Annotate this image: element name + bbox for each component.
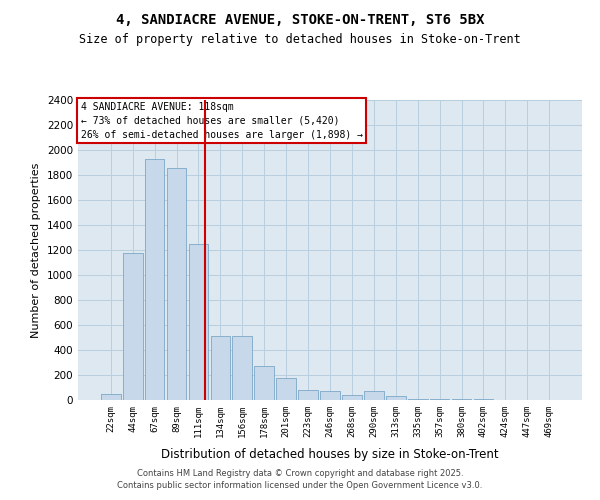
Bar xyxy=(342,395,362,400)
Bar xyxy=(386,396,406,400)
Bar xyxy=(188,244,208,400)
X-axis label: Distribution of detached houses by size in Stoke-on-Trent: Distribution of detached houses by size … xyxy=(161,448,499,461)
Y-axis label: Number of detached properties: Number of detached properties xyxy=(31,162,41,338)
Bar xyxy=(364,391,384,400)
Text: 4, SANDIACRE AVENUE, STOKE-ON-TRENT, ST6 5BX: 4, SANDIACRE AVENUE, STOKE-ON-TRENT, ST6… xyxy=(116,12,484,26)
Bar xyxy=(298,390,318,400)
Text: Size of property relative to detached houses in Stoke-on-Trent: Size of property relative to detached ho… xyxy=(79,32,521,46)
Text: Contains public sector information licensed under the Open Government Licence v3: Contains public sector information licen… xyxy=(118,480,482,490)
Bar xyxy=(101,394,121,400)
Bar xyxy=(123,252,143,400)
Bar xyxy=(167,168,187,400)
Bar xyxy=(211,336,230,400)
Bar xyxy=(232,336,252,400)
Bar xyxy=(408,399,428,400)
Bar xyxy=(276,378,296,400)
Text: Contains HM Land Registry data © Crown copyright and database right 2025.: Contains HM Land Registry data © Crown c… xyxy=(137,469,463,478)
Bar xyxy=(254,366,274,400)
Bar xyxy=(145,159,164,400)
Bar xyxy=(320,390,340,400)
Text: 4 SANDIACRE AVENUE: 118sqm
← 73% of detached houses are smaller (5,420)
26% of s: 4 SANDIACRE AVENUE: 118sqm ← 73% of deta… xyxy=(80,102,362,140)
